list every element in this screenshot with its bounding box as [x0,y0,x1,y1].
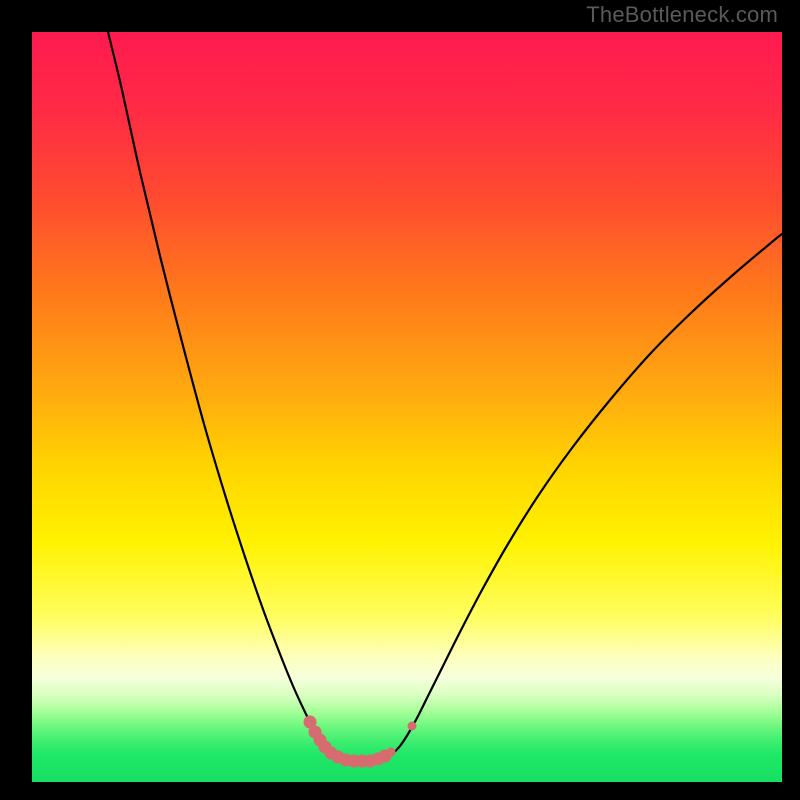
bottleneck-curve [32,32,782,782]
curve-marker [408,722,417,731]
watermark-text: TheBottleneck.com [586,2,778,28]
plot-area [32,32,782,782]
curve-marker [387,748,396,757]
